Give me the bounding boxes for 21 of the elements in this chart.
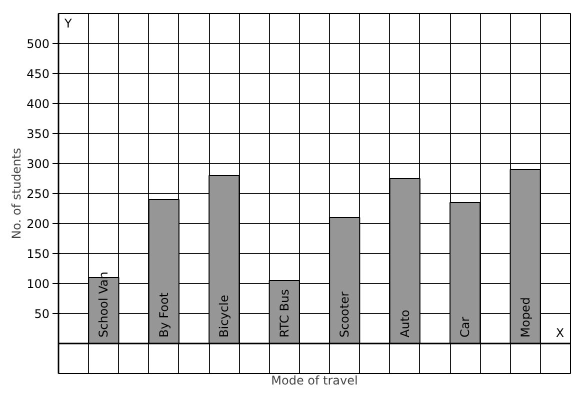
y-tick-label: 300: [26, 157, 50, 171]
y-tick-label: 50: [34, 307, 50, 321]
x-tick-label: Car: [458, 316, 472, 338]
y-tick-label: 400: [26, 97, 50, 111]
x-tick-label: Moped: [518, 297, 532, 338]
x-axis-title: Mode of travel: [271, 374, 358, 388]
y-tick-label: 200: [26, 217, 50, 231]
y-axis-title: No. of students: [10, 148, 24, 240]
annotation: X: [556, 326, 564, 340]
x-tick-label: RTC Bus: [277, 289, 292, 338]
x-tick-label: By Foot: [156, 292, 171, 338]
y-tick-label: 350: [26, 127, 50, 141]
y-tick-label: 500: [26, 37, 50, 51]
y-tick-label: 150: [26, 247, 50, 261]
annotation: Y: [64, 16, 73, 30]
y-tick-label: 100: [26, 277, 50, 291]
y-tick-label: 450: [26, 67, 50, 81]
x-tick-label: Bicycle: [217, 294, 232, 338]
x-tick-label: Scooter: [338, 292, 352, 338]
x-tick-label: Auto: [398, 310, 412, 338]
y-tick-label: 250: [26, 187, 50, 201]
